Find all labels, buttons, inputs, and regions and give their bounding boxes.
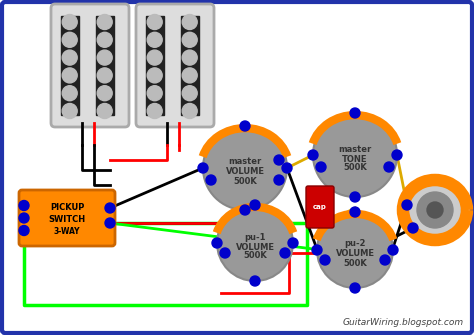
Circle shape (250, 200, 260, 210)
Text: pu-1: pu-1 (244, 232, 266, 242)
Circle shape (206, 175, 216, 185)
Circle shape (308, 150, 318, 160)
Circle shape (147, 86, 162, 101)
Text: SWITCH: SWITCH (48, 215, 86, 224)
Circle shape (198, 163, 208, 173)
Bar (181, 16, 199, 115)
Circle shape (316, 162, 326, 172)
Bar (146, 16, 164, 115)
Circle shape (288, 238, 298, 248)
Circle shape (313, 113, 397, 197)
Circle shape (97, 32, 112, 47)
Circle shape (280, 248, 290, 258)
Circle shape (320, 255, 330, 265)
Circle shape (417, 192, 453, 228)
Circle shape (105, 218, 115, 228)
Text: 500K: 500K (233, 177, 257, 186)
Circle shape (62, 14, 77, 29)
FancyBboxPatch shape (306, 186, 334, 228)
FancyBboxPatch shape (136, 4, 214, 127)
Circle shape (427, 202, 443, 218)
Circle shape (62, 68, 77, 83)
Circle shape (97, 50, 112, 65)
Circle shape (380, 255, 390, 265)
Text: master: master (228, 157, 262, 166)
Circle shape (182, 14, 197, 29)
Circle shape (350, 207, 360, 217)
Circle shape (97, 104, 112, 119)
Circle shape (212, 238, 222, 248)
Text: VOLUME: VOLUME (226, 168, 264, 177)
Circle shape (217, 205, 293, 281)
Circle shape (182, 68, 197, 83)
Circle shape (62, 104, 77, 119)
Circle shape (62, 32, 77, 47)
Bar (61, 16, 79, 115)
Circle shape (105, 203, 115, 213)
Circle shape (147, 104, 162, 119)
Circle shape (350, 192, 360, 202)
Text: VOLUME: VOLUME (236, 243, 274, 252)
Text: 500K: 500K (243, 252, 267, 261)
Circle shape (97, 86, 112, 101)
FancyBboxPatch shape (51, 4, 129, 127)
Text: master: master (338, 144, 372, 153)
Circle shape (62, 50, 77, 65)
Circle shape (182, 32, 197, 47)
Circle shape (388, 245, 398, 255)
Circle shape (182, 50, 197, 65)
Circle shape (62, 86, 77, 101)
Circle shape (408, 223, 418, 233)
Circle shape (350, 283, 360, 293)
Circle shape (147, 50, 162, 65)
Circle shape (312, 245, 322, 255)
Circle shape (250, 276, 260, 286)
Circle shape (19, 201, 29, 210)
Text: 500K: 500K (343, 163, 367, 173)
Circle shape (274, 175, 284, 185)
Circle shape (274, 155, 284, 165)
Circle shape (384, 162, 394, 172)
Circle shape (97, 14, 112, 29)
Circle shape (240, 205, 250, 215)
Circle shape (182, 86, 197, 101)
Text: GuitarWiring.blogspot.com: GuitarWiring.blogspot.com (343, 318, 464, 327)
Circle shape (203, 126, 287, 210)
Bar (96, 16, 114, 115)
Circle shape (240, 121, 250, 131)
Text: VOLUME: VOLUME (336, 250, 374, 259)
Circle shape (19, 225, 29, 236)
Circle shape (19, 213, 29, 223)
Circle shape (147, 32, 162, 47)
FancyBboxPatch shape (19, 190, 115, 246)
Text: 3-WAY: 3-WAY (54, 227, 80, 237)
Circle shape (282, 163, 292, 173)
Circle shape (402, 200, 412, 210)
Circle shape (182, 104, 197, 119)
Circle shape (97, 68, 112, 83)
FancyBboxPatch shape (2, 2, 472, 333)
Circle shape (403, 178, 467, 242)
Circle shape (392, 150, 402, 160)
Circle shape (350, 108, 360, 118)
Circle shape (147, 68, 162, 83)
Text: TONE: TONE (342, 154, 368, 163)
Text: cap: cap (313, 204, 327, 210)
Text: PICKUP: PICKUP (50, 202, 84, 211)
Circle shape (317, 212, 393, 288)
Circle shape (220, 248, 230, 258)
Text: 500K: 500K (343, 259, 367, 268)
Circle shape (147, 14, 162, 29)
Text: pu-2: pu-2 (344, 240, 366, 249)
